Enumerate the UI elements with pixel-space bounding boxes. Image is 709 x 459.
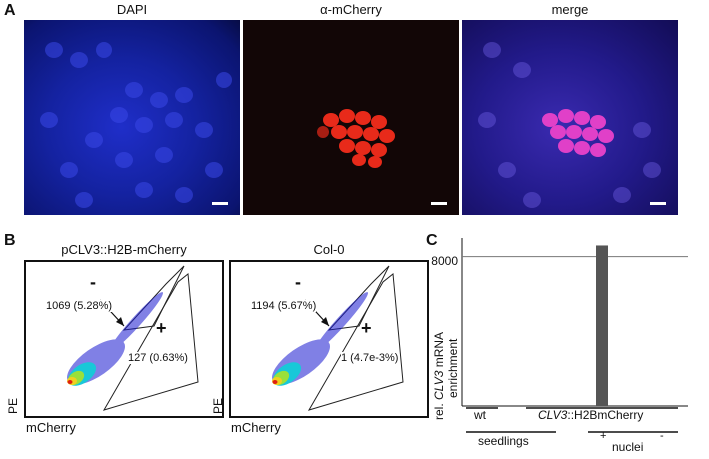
- scale-bar: [650, 202, 666, 205]
- seedlings-label: seedlings: [478, 434, 529, 448]
- neg-sign: -: [90, 272, 96, 292]
- dapi-title: DAPI: [116, 2, 148, 17]
- plot1-xlabel: mCherry: [26, 420, 76, 435]
- bar-2: [596, 245, 608, 406]
- pos-sign: +: [156, 318, 167, 338]
- mcherry-title: α-mCherry: [320, 2, 382, 17]
- panel-b-letter: B: [4, 232, 16, 249]
- wt-label: wt: [474, 408, 486, 422]
- scale-bar: [212, 202, 228, 205]
- merge-title: merge: [551, 2, 589, 17]
- ytick-8000: 8000: [431, 254, 458, 268]
- plot1-title: pCLV3::H2B-mCherry: [61, 242, 187, 257]
- merge-nuclei: [478, 42, 661, 208]
- flow-plot-2: - + 1194 (5.67%) 1 (4.7e-3%): [229, 260, 429, 418]
- mcherry-image: [243, 20, 459, 215]
- panel-c-letter: C: [426, 232, 438, 249]
- minus-label: -: [660, 430, 664, 442]
- neg-sign: -: [295, 272, 301, 292]
- pos-gate-label: 1 (4.7e-3%): [341, 352, 399, 364]
- neg-gate-label: 1194 (5.67%): [251, 300, 317, 312]
- panel-a-letter: A: [4, 2, 16, 19]
- clv3-label: CLV3::H2BmCherry: [538, 408, 644, 422]
- plus-label: +: [600, 430, 607, 442]
- dapi-image: [24, 20, 240, 215]
- nuclei-label: nuclei: [612, 440, 644, 454]
- plot2-title: Col-0: [313, 242, 345, 257]
- panel-c-ylabel: rel. CLV3 mRNA enrichment: [432, 220, 460, 420]
- plot2-xlabel: mCherry: [231, 420, 281, 435]
- plot2-ylabel: PE: [211, 397, 225, 414]
- scale-bar: [431, 202, 447, 205]
- ylabel-line1: rel. CLV3 mRNA: [432, 331, 446, 420]
- ylabel-line2: enrichment: [446, 338, 460, 398]
- neg-gate-label: 1069 (5.28%): [46, 300, 113, 312]
- mcherry-nuclei: [317, 109, 395, 168]
- dapi-nuclei: [40, 42, 232, 208]
- pos-sign: +: [361, 318, 372, 338]
- bar-chart: [461, 238, 688, 433]
- plot1-ylabel: PE: [6, 397, 20, 414]
- merge-image: [462, 20, 678, 215]
- flow-plot-2-graphics: [272, 265, 404, 411]
- flow-plot-1: - + 1069 (5.28%) 127 (0.63%): [24, 260, 224, 418]
- flow-plot-1-graphics: [67, 265, 199, 411]
- pos-gate-label: 127 (0.63%): [128, 352, 188, 364]
